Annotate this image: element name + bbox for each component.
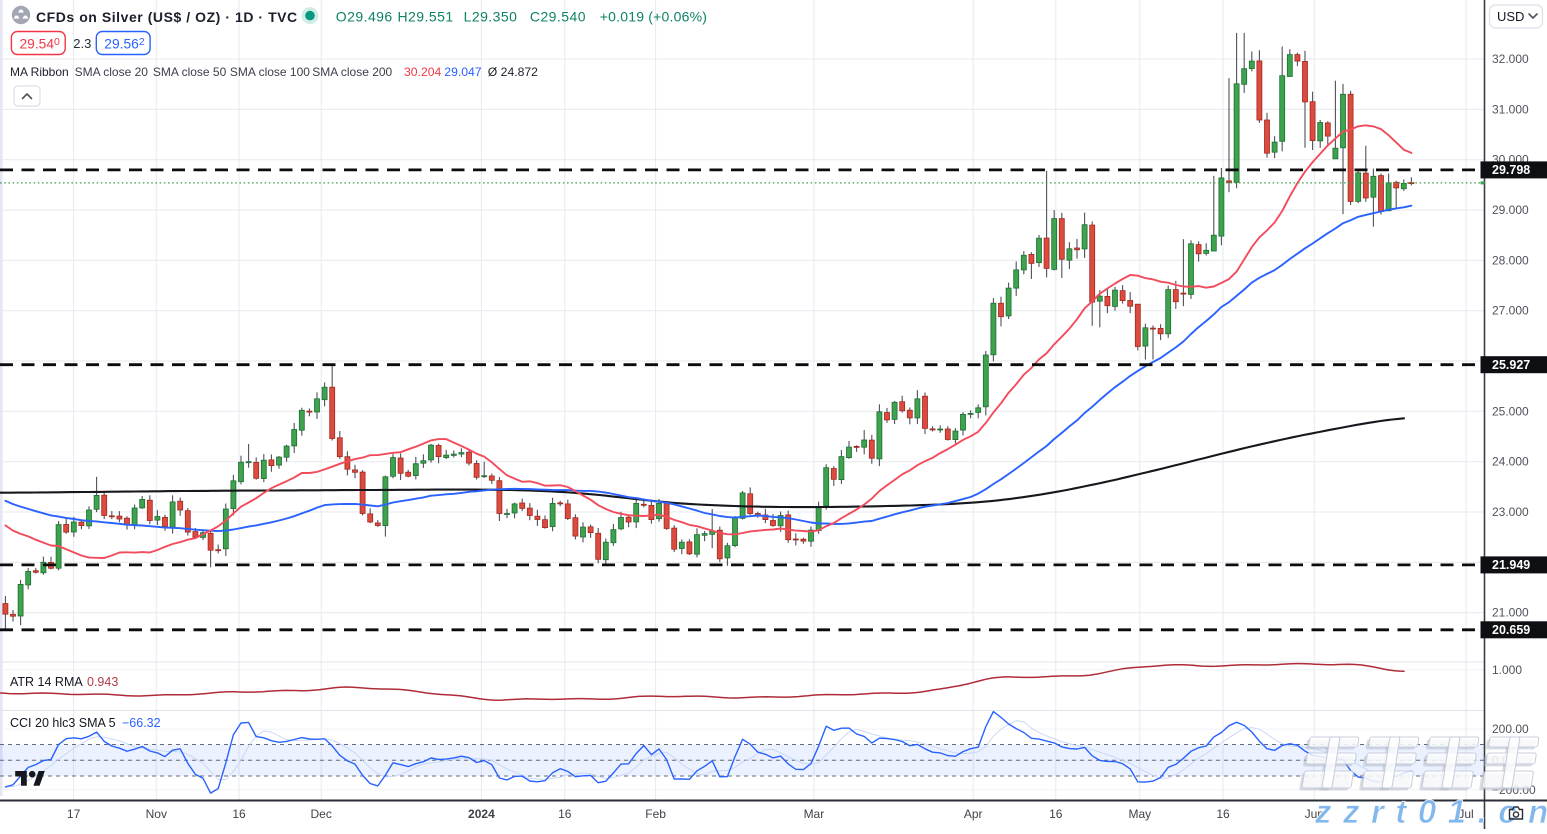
svg-text:Dec: Dec	[311, 807, 332, 821]
svg-text:16: 16	[558, 807, 572, 821]
svg-text:2024: 2024	[468, 807, 495, 821]
svg-text:ATR 14 RMA: ATR 14 RMA	[10, 675, 83, 689]
svg-text:C29.540: C29.540	[530, 9, 586, 25]
svg-text:+0.019 (+0.06%): +0.019 (+0.06%)	[600, 9, 707, 25]
svg-text:25.927: 25.927	[1492, 358, 1530, 372]
svg-text:29.562: 29.562	[104, 36, 145, 52]
svg-text:31.000: 31.000	[1492, 102, 1529, 116]
svg-text:SMA close 50: SMA close 50	[153, 65, 227, 79]
svg-text:Feb: Feb	[645, 807, 666, 821]
svg-text:30.204: 30.204	[404, 65, 441, 79]
svg-text:32.000: 32.000	[1492, 52, 1529, 66]
svg-text:21.000: 21.000	[1492, 606, 1529, 620]
svg-text:29.540: 29.540	[20, 36, 61, 52]
svg-text:CCI 20 hlc3 SMA 5: CCI 20 hlc3 SMA 5	[10, 716, 116, 730]
svg-text:29.000: 29.000	[1492, 203, 1529, 217]
svg-text:H29.551: H29.551	[398, 9, 454, 25]
svg-text:16: 16	[232, 807, 246, 821]
svg-text:SMA close 100: SMA close 100	[230, 65, 310, 79]
svg-text:Nov: Nov	[146, 807, 167, 821]
svg-text:16: 16	[1049, 807, 1063, 821]
svg-text:zzrt01.cn: zzrt01.cn	[1314, 793, 1547, 829]
svg-text:Ø 24.872: Ø 24.872	[488, 65, 538, 79]
svg-text:Mar: Mar	[804, 807, 825, 821]
svg-text:200.00: 200.00	[1492, 722, 1529, 736]
svg-text:27.000: 27.000	[1492, 304, 1529, 318]
svg-text:L29.350: L29.350	[464, 9, 518, 25]
svg-text:23.000: 23.000	[1492, 505, 1529, 519]
svg-text:21.949: 21.949	[1492, 558, 1530, 572]
svg-text:SMA close 20: SMA close 20	[75, 65, 149, 79]
svg-text:0.943: 0.943	[87, 675, 118, 689]
svg-text:−66.32: −66.32	[122, 716, 161, 730]
svg-text:May: May	[1128, 807, 1151, 821]
svg-text:SMA close 200: SMA close 200	[312, 65, 392, 79]
svg-text:16: 16	[1216, 807, 1230, 821]
svg-text:29.798: 29.798	[1492, 163, 1530, 177]
svg-text:MA Ribbon: MA Ribbon	[10, 65, 69, 79]
svg-text:20.659: 20.659	[1492, 623, 1530, 637]
svg-text:17: 17	[67, 807, 81, 821]
svg-text:CFDs on Silver (US$ / OZ) · 1D: CFDs on Silver (US$ / OZ) · 1D · TVC	[36, 9, 298, 25]
svg-text:Apr: Apr	[964, 807, 983, 821]
svg-text:O29.496: O29.496	[336, 9, 393, 25]
svg-text:28.000: 28.000	[1492, 253, 1529, 267]
svg-text:29.047: 29.047	[444, 65, 481, 79]
svg-text:1.000: 1.000	[1492, 663, 1522, 677]
svg-text:USD: USD	[1497, 9, 1524, 24]
svg-text:24.000: 24.000	[1492, 455, 1529, 469]
svg-text:25.000: 25.000	[1492, 404, 1529, 418]
svg-text:2.3: 2.3	[73, 36, 91, 51]
